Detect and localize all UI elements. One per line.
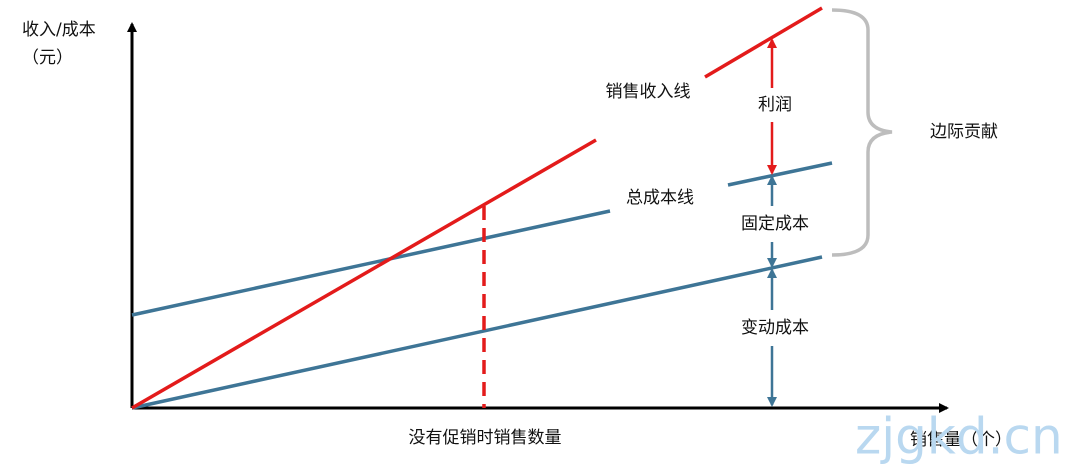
- revenue-line-label: 销售收入线: [606, 82, 691, 102]
- variable-cost-line: [131, 255, 823, 410]
- axes: [127, 22, 949, 413]
- total-cost-line: [131, 209, 611, 317]
- brace: [831, 8, 893, 257]
- total-cost-line-label: 总成本线: [626, 188, 694, 208]
- revenue-line: [131, 138, 597, 410]
- marker-label: 没有促销时销售数量: [409, 428, 562, 448]
- watermark: zjgkd.cn: [855, 408, 1063, 466]
- brace-label: 边际贡献: [930, 122, 998, 142]
- revenue-line: [704, 6, 823, 79]
- revenue-line: [131, 6, 823, 410]
- fixed-cost-label: 固定成本: [741, 214, 809, 234]
- variable-cost-label: 变动成本: [741, 318, 809, 338]
- profit-label: 利润: [758, 95, 792, 115]
- y-axis-label: 收入/成本: [22, 20, 96, 40]
- cost-lines: [131, 161, 833, 410]
- total-cost-line: [727, 161, 833, 187]
- y-axis-unit: （元）: [22, 48, 73, 68]
- x-axis-label: 销售量（个）: [910, 430, 1012, 450]
